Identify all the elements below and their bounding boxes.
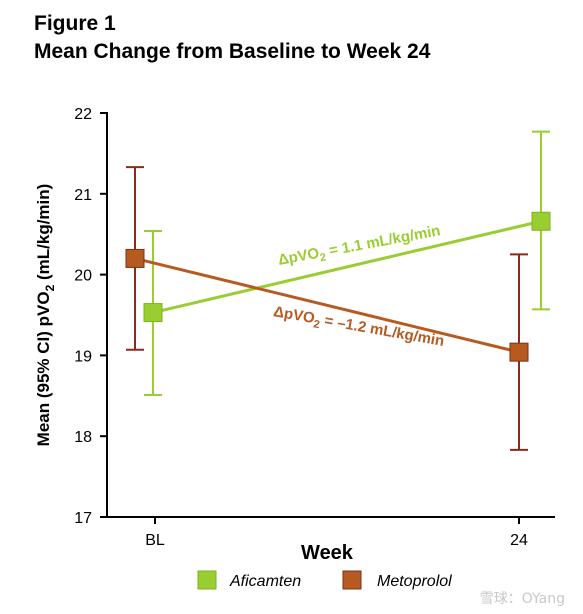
legend-swatch-metoprolol	[342, 570, 362, 590]
y-tick-label: 21	[74, 187, 92, 204]
y-tick-label: 22	[74, 106, 92, 123]
figure-number: Figure 1	[34, 12, 116, 35]
legend: Aficamten Metoprolol	[197, 570, 452, 590]
y-axis-title: Mean (95% CI) pVO2 (mL/kg/min)	[34, 184, 57, 447]
x-tick-label: 24	[510, 532, 528, 549]
chart-title: Mean Change from Baseline to Week 24	[34, 40, 431, 63]
legend-label-aficamten: Aficamten	[229, 573, 301, 590]
axes: 17 18 19 20 21 22 BL 24 Week Mean (95% CI) pVO2 (…	[34, 106, 555, 564]
y-tick-label: 18	[74, 429, 92, 446]
aficamten-point	[143, 303, 163, 323]
legend-swatch-aficamten	[197, 570, 217, 590]
x-tick-label: BL	[145, 532, 165, 549]
legend-label-metoprolol: Metoprolol	[377, 573, 452, 590]
y-tick-label: 20	[74, 268, 92, 285]
y-tick-label: 19	[74, 348, 92, 365]
x-axis-title: Week	[301, 542, 354, 564]
y-tick-label: 17	[74, 510, 92, 527]
figure-title: Figure 1 Mean Change from Baseline to We…	[34, 10, 430, 66]
metoprolol-point	[125, 248, 145, 268]
metoprolol-delta-annotation: ΔpVO2 = –1.2 mL/kg/min	[271, 303, 445, 353]
aficamten-point	[531, 211, 551, 231]
aficamten-line	[152, 219, 542, 315]
metoprolol-line	[134, 256, 520, 354]
metoprolol-point	[509, 342, 529, 362]
watermark: 雪球：OYang	[479, 591, 565, 607]
